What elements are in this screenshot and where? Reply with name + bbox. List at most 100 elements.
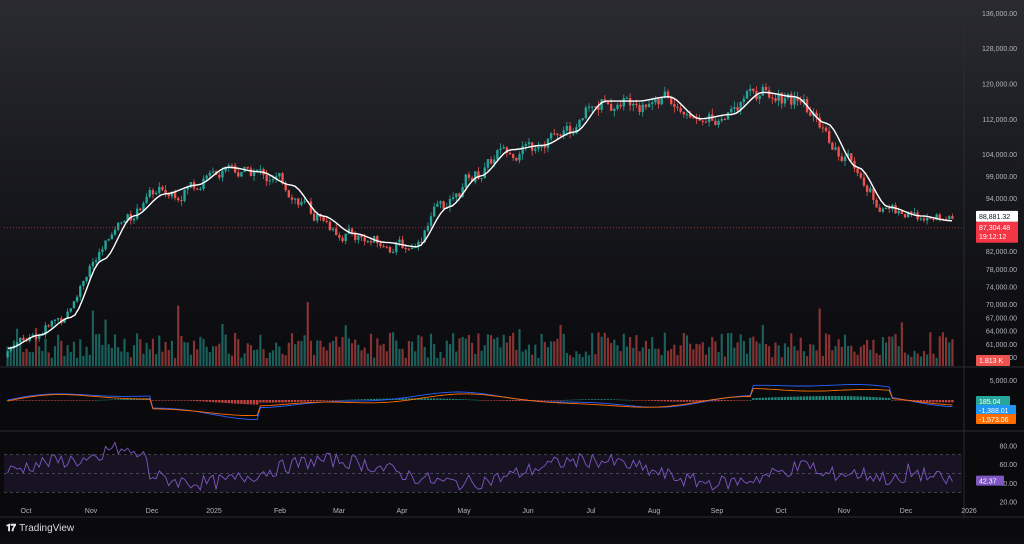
volume-bar	[815, 350, 817, 366]
candle-body	[856, 168, 858, 173]
candle-body	[926, 218, 928, 220]
volume-bar	[149, 349, 151, 366]
volume-bar	[869, 350, 871, 366]
macd-histogram-bar	[262, 400, 264, 403]
candle-body	[939, 215, 941, 219]
footer: 𝟏𝟕 TradingView	[6, 523, 74, 534]
volume-bar	[537, 358, 539, 366]
macd-histogram-bar	[768, 397, 770, 400]
macd-histogram-bar	[66, 400, 68, 401]
macd-histogram-bar	[503, 400, 505, 401]
y-tick-label: 136,000.00	[982, 11, 1017, 18]
volume-bar	[383, 344, 385, 366]
macd-histogram-bar	[199, 400, 201, 401]
macd-histogram-bar	[373, 399, 375, 400]
volume-bar	[281, 354, 283, 366]
volume-bar	[142, 354, 144, 366]
volume-bar	[389, 333, 391, 366]
macd-histogram-bar	[205, 400, 207, 402]
candle-body	[544, 146, 546, 148]
macd-histogram-bar	[733, 400, 735, 401]
volume-bar	[86, 347, 88, 366]
volume-bar	[743, 341, 745, 366]
candle-body	[322, 217, 324, 221]
volume-bar	[493, 339, 495, 366]
macd-histogram-bar	[547, 400, 549, 401]
macd-histogram-bar	[537, 400, 539, 401]
candle-body	[291, 197, 293, 199]
macd-histogram-bar	[427, 398, 429, 400]
candle-body	[638, 105, 640, 112]
volume-bar	[699, 344, 701, 366]
macd-histogram-bar	[850, 396, 852, 400]
candle-body	[51, 321, 53, 326]
candle-body	[591, 106, 593, 107]
candle-body	[123, 221, 125, 223]
macd-histogram-bar	[60, 400, 62, 401]
candle-body	[866, 186, 868, 192]
volume-bar	[651, 337, 653, 366]
candle-body	[645, 105, 647, 107]
macd-histogram-bar	[196, 400, 198, 401]
candle-body	[714, 121, 716, 125]
volume-bar	[57, 335, 59, 366]
macd-histogram-bar	[689, 400, 691, 402]
volume-bar	[872, 340, 874, 366]
candle-body	[177, 198, 179, 200]
candle-body	[389, 247, 391, 252]
macd-histogram-bar	[781, 397, 783, 400]
volume-bar	[834, 346, 836, 366]
volume-bar	[885, 342, 887, 366]
candle-body	[721, 119, 723, 121]
volume-bar	[155, 354, 157, 366]
macd-histogram-bar	[717, 400, 719, 401]
macd-histogram-bar	[455, 399, 457, 400]
candle-body	[860, 173, 862, 177]
candle-body	[120, 223, 122, 224]
macd-histogram-bar	[243, 400, 245, 404]
macd-histogram-bar	[401, 398, 403, 400]
macd-histogram-bar	[686, 400, 688, 402]
volume-bar	[452, 333, 454, 366]
macd-histogram-bar	[92, 400, 94, 401]
x-tick-label: 2026	[961, 508, 977, 515]
volume-bar	[705, 355, 707, 366]
volume-bar	[575, 351, 577, 366]
macd-histogram-bar	[683, 400, 685, 402]
volume-bar	[635, 335, 637, 366]
volume-bar	[231, 356, 233, 366]
volume-bar	[130, 357, 132, 366]
volume-bar	[313, 355, 315, 366]
macd-histogram-bar	[32, 400, 34, 401]
volume-bar	[82, 356, 84, 366]
candle-body	[929, 218, 931, 219]
candle-body	[363, 237, 365, 241]
candle-body	[774, 98, 776, 101]
rsi-value-label: 42.37	[979, 479, 997, 486]
volume-bar	[553, 341, 555, 366]
volume-bar	[550, 341, 552, 366]
y-tick-label: 78,000.00	[986, 267, 1017, 274]
volume-bar	[721, 334, 723, 366]
macd-histogram-bar	[234, 400, 236, 404]
candle-body	[269, 180, 271, 181]
volume-bar	[398, 349, 400, 366]
macd-histogram-bar	[572, 400, 574, 401]
macd-histogram-bar	[307, 400, 309, 402]
candle-body	[834, 147, 836, 149]
candle-body	[430, 216, 432, 226]
volume-bar	[888, 337, 890, 366]
candle-body	[212, 171, 214, 172]
candle-body	[427, 226, 429, 231]
volume-bar	[597, 332, 599, 366]
candle-body	[196, 188, 198, 189]
macd-histogram-bar	[291, 400, 293, 402]
macd-histogram-bar	[935, 400, 937, 402]
macd-histogram-bar	[250, 400, 252, 404]
x-tick-label: Apr	[397, 508, 409, 515]
volume-bar	[718, 352, 720, 366]
macd-histogram-bar	[755, 398, 757, 400]
candle-body	[948, 216, 950, 219]
tradingview-logo-icon: 𝟏𝟕	[6, 523, 15, 534]
